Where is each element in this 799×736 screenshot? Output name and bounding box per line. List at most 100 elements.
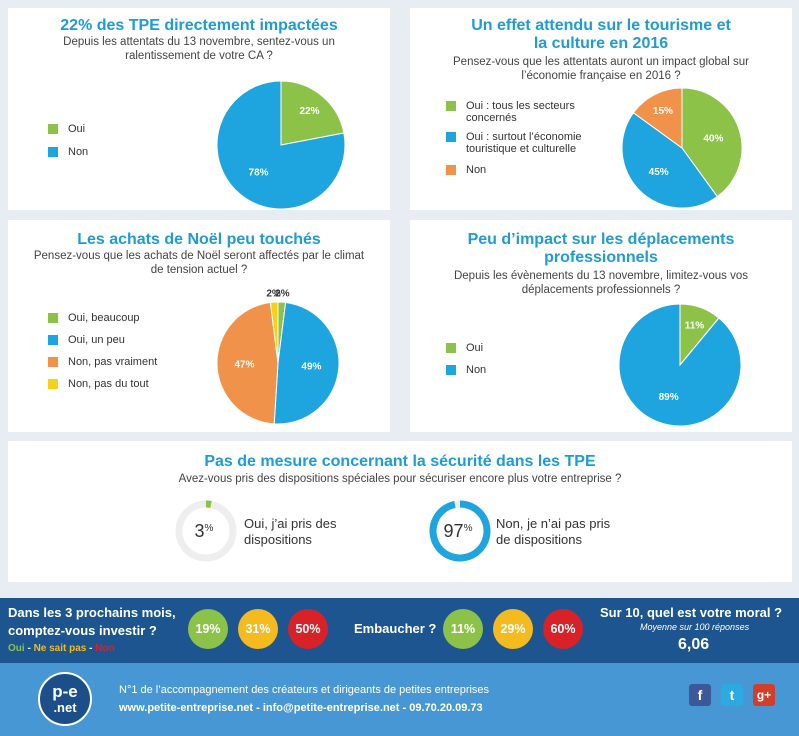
- gauge-arc: [429, 500, 491, 562]
- title-line: Peu d’impact sur les déplacements: [467, 231, 735, 248]
- legend-label: Non: [68, 146, 89, 158]
- logo-top: p-e: [52, 682, 78, 701]
- twitter-icon[interactable]: t: [721, 684, 743, 706]
- pie-slice: [632, 87, 683, 149]
- gauge-label: Oui, j’ai pris des dispositions: [244, 516, 336, 548]
- subtitle-line: déplacements professionnels ?: [521, 284, 681, 296]
- panel-subtitle: Pensez-vous que les attentats auront un …: [410, 55, 792, 83]
- donut-gauge: 3%: [175, 500, 237, 562]
- pie-slice: [269, 301, 279, 364]
- legend-label-line: touristique et culturelle: [466, 143, 577, 155]
- legend-label-line: Oui : surtout l’économie: [466, 131, 582, 143]
- pie-slice-label: 49%: [301, 362, 321, 373]
- pie-slice-label: 40%: [703, 133, 723, 144]
- legend-label: Oui : tous les secteurs concernés: [466, 100, 575, 124]
- pie-slice: [618, 303, 742, 427]
- question-line: comptez-vous investir ?: [8, 623, 157, 638]
- google-plus-icon[interactable]: g+: [753, 684, 775, 706]
- legend-label: Non, pas du tout: [68, 378, 149, 390]
- pie-chart: 11% 89%: [618, 303, 742, 427]
- legend-item: Oui : tous les secteurs concernés: [446, 100, 575, 124]
- legend-swatch: [48, 124, 58, 134]
- logo-bottom: .net: [53, 700, 77, 715]
- pie-chart: 22% 78%: [216, 80, 346, 210]
- subtitle-line: l’économie française en 2016 ?: [521, 70, 681, 82]
- panel-security: Pas de mesure concernant la sécurité dan…: [8, 441, 792, 582]
- pie-slice-label: 2%: [275, 289, 290, 300]
- hire-question: Embaucher ?: [354, 621, 437, 636]
- question-line: Dans les 3 prochains mois,: [8, 605, 176, 620]
- legend-label: Oui : surtout l’économie touristique et c…: [466, 131, 582, 155]
- legend-item: Non, pas vraiment: [48, 356, 157, 368]
- legend-swatch: [446, 343, 456, 353]
- key-separator: -: [86, 643, 96, 654]
- pie-slice-label: 89%: [659, 392, 679, 403]
- panel-ca-impact: 22% des TPE directement impactées Depuis…: [8, 8, 390, 210]
- subtitle-line: ralentissement de votre CA ?: [125, 50, 273, 62]
- panel-tourism-effect: Un effet attendu sur le tourisme et la c…: [410, 8, 792, 210]
- legend-label: Non: [466, 364, 487, 376]
- footer-contact[interactable]: www.petite-entreprise.net - info@petite-…: [119, 702, 483, 714]
- title-line: professionnels: [544, 249, 658, 266]
- panel-subtitle: Avez-vous pris des dispositions spéciale…: [178, 473, 622, 485]
- legend-label-line: Oui : tous les secteurs: [466, 100, 575, 112]
- result-circle: 19%: [188, 609, 228, 649]
- invest-question: Dans les 3 prochains mois, comptez-vous …: [8, 604, 176, 640]
- result-circle: 60%: [543, 609, 583, 649]
- pie-slice-label: 15%: [653, 106, 673, 117]
- gauge-label-line: dispositions: [244, 532, 312, 547]
- pie-slice: [216, 80, 346, 210]
- facebook-icon[interactable]: f: [689, 684, 711, 706]
- footer-tagline: N°1 de l’accompagnement des créateurs et…: [119, 684, 490, 696]
- moral-note: Moyenne sur 100 réponses: [640, 622, 750, 632]
- moral-value: 6,06: [678, 636, 710, 653]
- panel-subtitle: Pensez-vous que les achats de Noël seron…: [8, 249, 390, 277]
- subtitle-line: de tension actuel ?: [150, 264, 248, 276]
- pie-chart: 40% 45% 15%: [621, 87, 743, 209]
- answer-key: Oui - Ne sait pas - Non: [8, 643, 115, 654]
- legend-label: Non, pas vraiment: [68, 356, 158, 368]
- key-nsp: Ne sait pas: [33, 643, 87, 654]
- legend-item: Non, pas du tout: [48, 378, 149, 390]
- pie-slice-label: 47%: [234, 360, 254, 371]
- legend-item: Non: [446, 364, 486, 376]
- legend-swatch: [446, 132, 456, 142]
- legend-swatch: [48, 147, 58, 157]
- results-band: [0, 598, 799, 663]
- legend-swatch: [48, 335, 58, 345]
- key-separator: -: [24, 643, 34, 654]
- legend-swatch: [48, 357, 58, 367]
- pie-chart: 2% 49% 47% 2%: [216, 289, 340, 425]
- moral-question: Sur 10, quel est votre moral ?: [600, 605, 783, 620]
- legend-item: Oui, un peu: [48, 334, 125, 346]
- subtitle-line: Pensez-vous que les attentats auront un …: [453, 56, 749, 68]
- panel-title: Peu d’impact sur les déplacements profes…: [410, 231, 792, 267]
- legend-label: Non: [466, 164, 487, 176]
- result-circle: 50%: [288, 609, 328, 649]
- pie-slice: [216, 301, 279, 425]
- panel-business-travel: Peu d’impact sur les déplacements profes…: [410, 220, 792, 432]
- legend-swatch: [48, 379, 58, 389]
- legend-label: Oui, un peu: [68, 334, 125, 346]
- legend-item: Oui : surtout l’économie touristique et c…: [446, 131, 582, 155]
- pie-slice-label: 2%: [266, 289, 281, 300]
- pie-slice: [273, 301, 340, 425]
- key-oui: Oui: [8, 643, 25, 654]
- panel-title: Les achats de Noël peu touchés: [77, 231, 321, 248]
- logo[interactable]: p-e .net: [38, 672, 92, 726]
- footer: [0, 663, 799, 736]
- pie-slice-label: 22%: [300, 106, 320, 117]
- legend-label: Oui, beaucoup: [68, 312, 140, 324]
- legend-item: Oui: [48, 123, 85, 135]
- legend-item: Non: [48, 146, 88, 158]
- panel-subtitle: Depuis les évènements du 13 novembre, li…: [410, 269, 792, 297]
- pie-slice: [280, 80, 345, 146]
- panel-title: 22% des TPE directement impactées: [60, 17, 338, 34]
- legend-item: Oui: [446, 342, 483, 354]
- legend-swatch: [446, 101, 456, 111]
- gauge-value: 97%: [444, 521, 473, 541]
- legend-swatch: [446, 365, 456, 375]
- legend-label-line: concernés: [466, 112, 517, 124]
- title-line: Un effet attendu sur le tourisme et: [471, 17, 731, 34]
- legend-swatch: [48, 313, 58, 323]
